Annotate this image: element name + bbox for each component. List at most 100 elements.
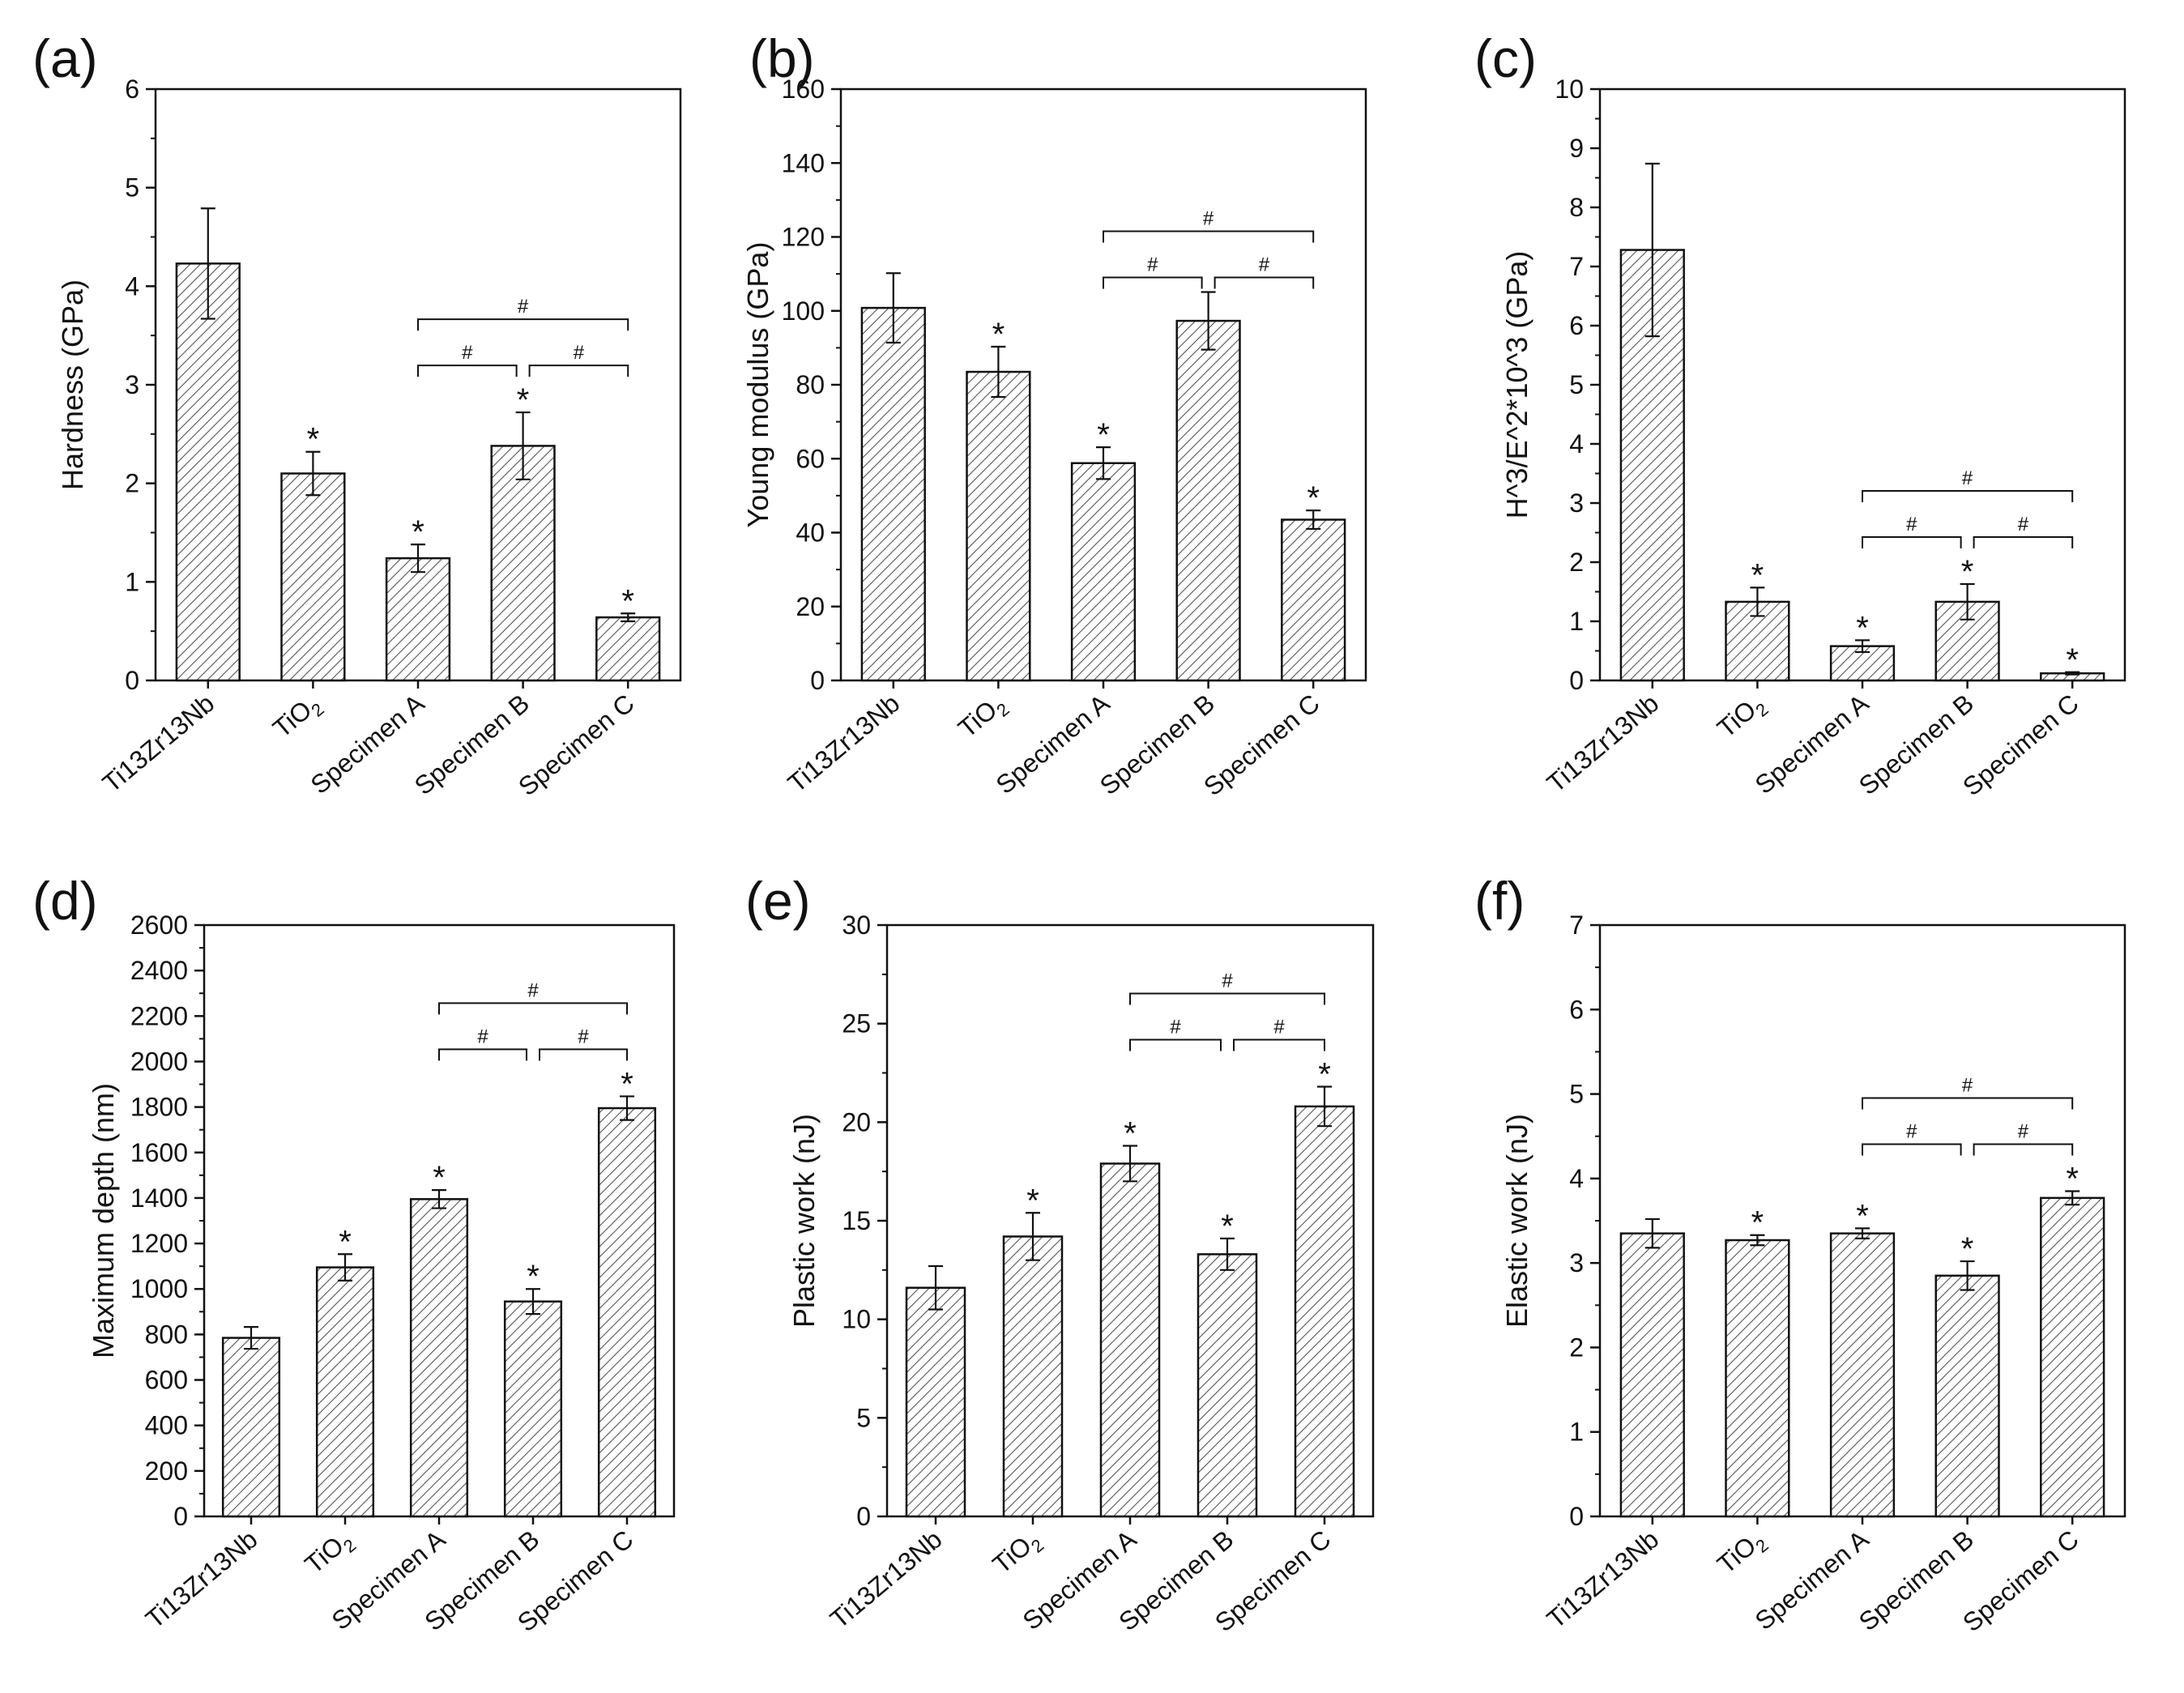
y-tick-label: 2400 — [130, 956, 188, 985]
x-tick-label-tio2: TiO2 — [299, 1525, 360, 1583]
x-tick-label-specimen-a: Specimen A — [991, 688, 1115, 800]
bar-tio2 — [1725, 1239, 1790, 1518]
bar-specimen-a — [385, 557, 451, 682]
error-bar-specimen-b — [1960, 1260, 1975, 1291]
y-tick-label: 2000 — [130, 1047, 188, 1076]
y-tick-label: 5 — [1569, 1080, 1584, 1109]
significance-hash: # — [1962, 467, 1973, 489]
significance-star-tio2: * — [339, 1224, 352, 1260]
bracket-specimen-b-specimen-c: # — [1973, 514, 2074, 549]
bar-specimen-c — [2040, 1196, 2105, 1518]
y-axis-label: H^3/E^2*10^3 (GPa) — [1500, 251, 1533, 519]
significance-star-specimen-c: * — [2066, 1162, 2079, 1197]
error-bar-tio2 — [1750, 1234, 1765, 1247]
error-bar-specimen-b — [515, 411, 531, 480]
x-tick-label-specimen-c: Specimen C — [513, 689, 640, 802]
significance-star-specimen-b: * — [1961, 1231, 1974, 1267]
error-bar-specimen-a — [1096, 446, 1111, 480]
y-tick-label: 0 — [173, 1502, 188, 1531]
significance-star-specimen-b: * — [527, 1259, 540, 1294]
error-bar-specimen-b — [1201, 291, 1216, 351]
bar-specimen-c — [595, 616, 661, 682]
significance-star-specimen-c: * — [1318, 1057, 1331, 1093]
y-tick-label: 5 — [125, 173, 139, 203]
significance-star-specimen-c: * — [621, 583, 634, 619]
bracket-specimen-a-specimen-c: # — [1129, 970, 1325, 1005]
bracket-specimen-a-specimen-b: # — [1103, 254, 1203, 289]
y-tick-label: 2200 — [130, 1001, 188, 1030]
y-tick-label: 0 — [125, 666, 139, 695]
y-tick-label: 5 — [856, 1403, 871, 1432]
significance-hash: # — [2018, 1121, 2029, 1143]
significance-star-tio2: * — [1751, 557, 1764, 593]
bracket-specimen-a-specimen-c: # — [417, 296, 629, 331]
significance-star-specimen-a: * — [433, 1160, 446, 1196]
bracket-specimen-a-specimen-b: # — [1129, 1017, 1222, 1051]
error-bar-specimen-a — [432, 1188, 446, 1209]
y-tick-label: 6 — [125, 75, 139, 104]
y-tick-label: 1200 — [130, 1229, 188, 1258]
y-tick-label: 200 — [145, 1456, 188, 1486]
bracket-specimen-a-specimen-b: # — [1862, 1121, 1962, 1156]
significance-star-specimen-b: * — [517, 382, 530, 418]
panel-letter: (f) — [1474, 871, 1525, 931]
y-tick-label: 2 — [125, 469, 139, 498]
significance-star-specimen-c: * — [1307, 480, 1320, 516]
x-tick-label-specimen-c: Specimen C — [1957, 689, 2084, 802]
bar-specimen-c — [1281, 518, 1346, 682]
significance-hash: # — [1906, 1121, 1917, 1143]
significance-star-tio2: * — [307, 422, 320, 458]
error-bar-tio2 — [305, 450, 321, 497]
bar-specimen-b — [1197, 1253, 1258, 1518]
y-tick-label: 2 — [1569, 548, 1584, 577]
significance-hash: # — [578, 1026, 589, 1047]
panel-letter: (b) — [749, 28, 815, 88]
bar-ti13zr13nb — [1619, 1232, 1685, 1518]
x-tick-label-tio2: TiO2 — [987, 1525, 1047, 1583]
bar-specimen-b — [503, 1300, 563, 1518]
significance-hash: # — [1203, 207, 1214, 229]
bracket-specimen-a-specimen-b: # — [1862, 514, 1962, 549]
bar-specimen-c — [1294, 1105, 1355, 1518]
y-tick-label: 3 — [1569, 1248, 1584, 1277]
significance-hash: # — [1259, 254, 1270, 275]
x-tick-label-tio2: TiO2 — [1712, 1525, 1772, 1583]
y-tick-label: 0 — [856, 1502, 871, 1531]
significance-hash: # — [462, 342, 473, 364]
error-bar-specimen-c — [1317, 1085, 1332, 1128]
error-bar-ti13zr13nb — [928, 1264, 943, 1311]
y-tick-label: 10 — [1555, 75, 1584, 104]
error-bar-ti13zr13nb — [1644, 1218, 1660, 1249]
y-tick-label: 160 — [782, 75, 825, 104]
y-tick-label: 800 — [145, 1320, 188, 1349]
bar-specimen-b — [490, 445, 556, 682]
y-tick-label: 3 — [125, 370, 139, 399]
bar-specimen-a — [1829, 1232, 1896, 1518]
panel-f: (f) 0 1 2 3 4 5 6 7 Elastic work (nJ) Ti13Zr13Nb * T… — [1474, 871, 2126, 1638]
significance-star-specimen-a: * — [1856, 610, 1869, 646]
y-tick-label: 3 — [1569, 488, 1584, 518]
significance-hash: # — [2018, 514, 2029, 535]
panel-b: (b) 0 20 40 60 80 100 120 140 160 Young modulus (G… — [741, 28, 1367, 801]
bar-specimen-c — [597, 1107, 657, 1518]
y-tick-label: 10 — [842, 1305, 871, 1334]
error-bar-specimen-c — [621, 612, 636, 623]
y-tick-label: 2 — [1569, 1333, 1584, 1362]
error-bar-tio2 — [991, 345, 1006, 399]
x-tick-label-specimen-a: Specimen A — [1750, 688, 1875, 800]
bracket-specimen-b-specimen-c: # — [1973, 1121, 2074, 1156]
significance-hash: # — [1906, 514, 1917, 535]
x-tick-label-specimen-c: Specimen C — [1957, 1525, 2084, 1638]
significance-star-specimen-b: * — [1961, 554, 1974, 590]
error-bar-specimen-b — [526, 1288, 540, 1316]
x-tick-label-ti13zr13nb: Ti13Zr13Nb — [140, 1525, 263, 1634]
significance-star-specimen-a: * — [1097, 417, 1110, 453]
y-tick-label: 4 — [1569, 429, 1584, 458]
y-tick-label: 1600 — [130, 1138, 188, 1167]
y-axis-label: Plastic work (nJ) — [787, 1114, 821, 1328]
y-tick-label: 100 — [782, 296, 825, 326]
y-tick-label: 0 — [810, 666, 825, 695]
panel-letter: (a) — [32, 28, 98, 88]
x-tick-label-specimen-a: Specimen A — [1750, 1524, 1875, 1635]
